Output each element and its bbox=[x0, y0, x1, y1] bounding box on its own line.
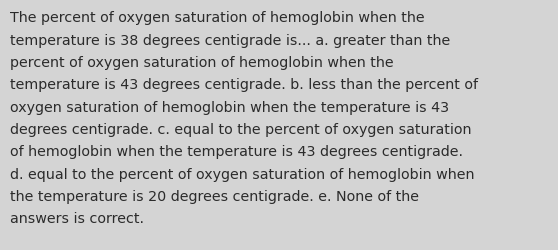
Text: d. equal to the percent of oxygen saturation of hemoglobin when: d. equal to the percent of oxygen satura… bbox=[10, 167, 474, 181]
Text: answers is correct.: answers is correct. bbox=[10, 212, 144, 226]
Text: the temperature is 20 degrees centigrade. e. None of the: the temperature is 20 degrees centigrade… bbox=[10, 189, 419, 203]
Text: degrees centigrade. c. equal to the percent of oxygen saturation: degrees centigrade. c. equal to the perc… bbox=[10, 122, 472, 136]
Text: temperature is 38 degrees centigrade is... a. greater than the: temperature is 38 degrees centigrade is.… bbox=[10, 34, 450, 48]
Text: of hemoglobin when the temperature is 43 degrees centigrade.: of hemoglobin when the temperature is 43… bbox=[10, 145, 463, 159]
Text: temperature is 43 degrees centigrade. b. less than the percent of: temperature is 43 degrees centigrade. b.… bbox=[10, 78, 478, 92]
Text: The percent of oxygen saturation of hemoglobin when the: The percent of oxygen saturation of hemo… bbox=[10, 11, 425, 25]
Text: percent of oxygen saturation of hemoglobin when the: percent of oxygen saturation of hemoglob… bbox=[10, 56, 394, 70]
Text: oxygen saturation of hemoglobin when the temperature is 43: oxygen saturation of hemoglobin when the… bbox=[10, 100, 449, 114]
